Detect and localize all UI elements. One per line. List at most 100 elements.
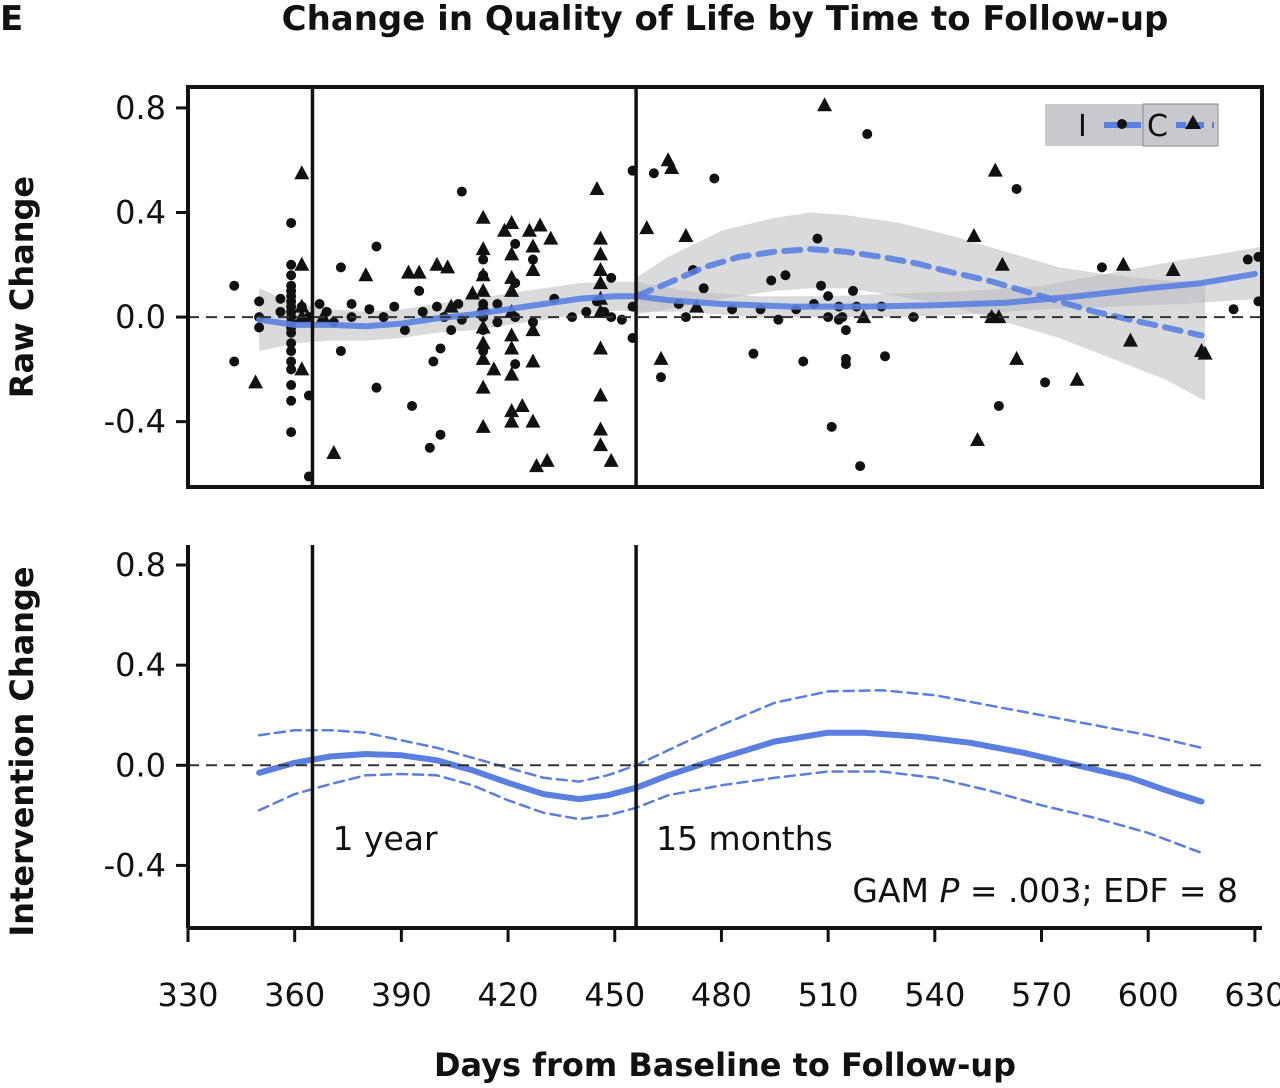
data-point-C <box>593 340 609 355</box>
data-point-C <box>525 413 541 428</box>
y-tick-label: -0.4 <box>104 846 166 884</box>
data-point-C <box>411 264 427 279</box>
raw-y-axis-label: Raw Change <box>3 176 41 398</box>
data-point-I <box>862 129 873 140</box>
legend-i-label: I <box>1078 109 1087 144</box>
data-point-I <box>492 317 503 328</box>
data-point-I <box>1011 183 1022 194</box>
data-point-C <box>475 282 491 297</box>
data-point-I <box>453 298 464 309</box>
data-point-C <box>497 222 513 237</box>
data-point-C <box>504 246 520 261</box>
data-point-C <box>475 298 491 313</box>
data-point-C <box>817 97 833 112</box>
x-axis-label: Days from Baseline to Follow-up <box>434 1046 1016 1084</box>
intervention-y-axis: 0.8 0.4 0.0 -0.4 <box>104 546 188 884</box>
data-point-I <box>286 356 297 367</box>
data-point-C <box>987 162 1003 177</box>
data-point-I <box>389 301 400 312</box>
data-point-I <box>527 254 538 265</box>
x-tick-label: 630 <box>1224 976 1280 1014</box>
data-point-C <box>475 335 491 350</box>
data-point-C <box>1122 332 1138 347</box>
x-tick-label: 420 <box>478 976 539 1014</box>
data-point-I <box>823 291 834 302</box>
data-point-I <box>780 270 791 281</box>
data-point-I <box>816 280 827 291</box>
intervention-change-panel: 1 year 15 months 0.8 0.4 0.0 -0.4 Interventi… <box>3 545 1262 937</box>
data-point-I <box>812 233 823 244</box>
data-point-I <box>335 346 346 357</box>
data-point-C <box>525 262 541 277</box>
data-point-I <box>275 293 286 304</box>
data-point-I <box>855 461 866 472</box>
data-point-C <box>486 361 502 376</box>
data-point-C <box>504 269 520 284</box>
data-point-C <box>532 217 548 232</box>
legend-i-marker <box>1117 119 1127 129</box>
x-tick-label: 360 <box>264 976 325 1014</box>
gam-annotation: GAM P = .003; EDF = 8 <box>852 871 1238 910</box>
data-point-I <box>286 259 297 270</box>
data-point-C <box>589 180 605 195</box>
raw-change-panel: 0.8 0.4 0.0 -0.4 Raw Change I C <box>3 85 1264 489</box>
data-point-I <box>286 217 297 228</box>
data-point-C <box>969 431 985 446</box>
data-point-C <box>1165 262 1181 277</box>
data-point-I <box>229 280 240 291</box>
data-point-I <box>254 322 265 333</box>
data-point-I <box>399 325 410 336</box>
y-tick-label: 0.4 <box>115 193 166 231</box>
data-point-C <box>593 246 609 261</box>
legend: I C <box>1045 103 1219 147</box>
data-point-I <box>840 359 851 370</box>
data-point-C <box>358 267 374 282</box>
data-point-I <box>286 395 297 406</box>
legend-c-label: C <box>1147 109 1168 144</box>
x-tick-label: 540 <box>904 976 965 1014</box>
data-point-I <box>1242 254 1253 265</box>
data-point-C <box>664 160 680 175</box>
raw-smooth-lines <box>256 246 1258 339</box>
x-tick-label: 450 <box>584 976 645 1014</box>
y-tick-label: 0.8 <box>115 89 166 127</box>
data-point-I <box>431 301 442 312</box>
data-point-I <box>773 314 784 325</box>
gam-annotation-suffix: = .003; EDF = 8 <box>959 871 1238 910</box>
data-point-C <box>504 413 520 428</box>
data-point-I <box>880 351 891 362</box>
data-point-C <box>593 437 609 452</box>
data-point-C <box>504 282 520 297</box>
data-point-C <box>475 241 491 256</box>
data-point-C <box>543 230 559 245</box>
data-point-I <box>1228 304 1239 315</box>
y-tick-label: 0.4 <box>115 646 166 684</box>
smooth-line-I <box>256 270 1258 330</box>
data-point-I <box>286 346 297 357</box>
raw-reference-lines <box>188 87 1262 487</box>
data-point-C <box>504 214 520 229</box>
data-point-I <box>655 372 666 383</box>
data-point-I <box>766 275 777 286</box>
data-point-I <box>428 356 439 367</box>
raw-confidence-bands <box>259 212 1263 401</box>
data-point-I <box>407 400 418 411</box>
data-point-C <box>475 267 491 282</box>
data-point-I <box>378 312 389 323</box>
data-point-C <box>514 397 530 412</box>
data-point-I <box>993 400 1004 411</box>
reference-line-label: 15 months <box>656 819 833 858</box>
x-tick-label: 570 <box>1011 976 1072 1014</box>
data-point-I <box>371 241 382 252</box>
data-point-C <box>689 298 705 313</box>
x-tick-label: 480 <box>691 976 752 1014</box>
data-point-C <box>539 452 555 467</box>
x-tick-label: 390 <box>371 976 432 1014</box>
data-point-C <box>593 230 609 245</box>
data-point-I <box>510 238 521 249</box>
data-point-C <box>593 421 609 436</box>
data-point-I <box>435 343 446 354</box>
data-point-I <box>286 427 297 438</box>
data-point-I <box>581 306 592 317</box>
data-point-I <box>435 429 446 440</box>
